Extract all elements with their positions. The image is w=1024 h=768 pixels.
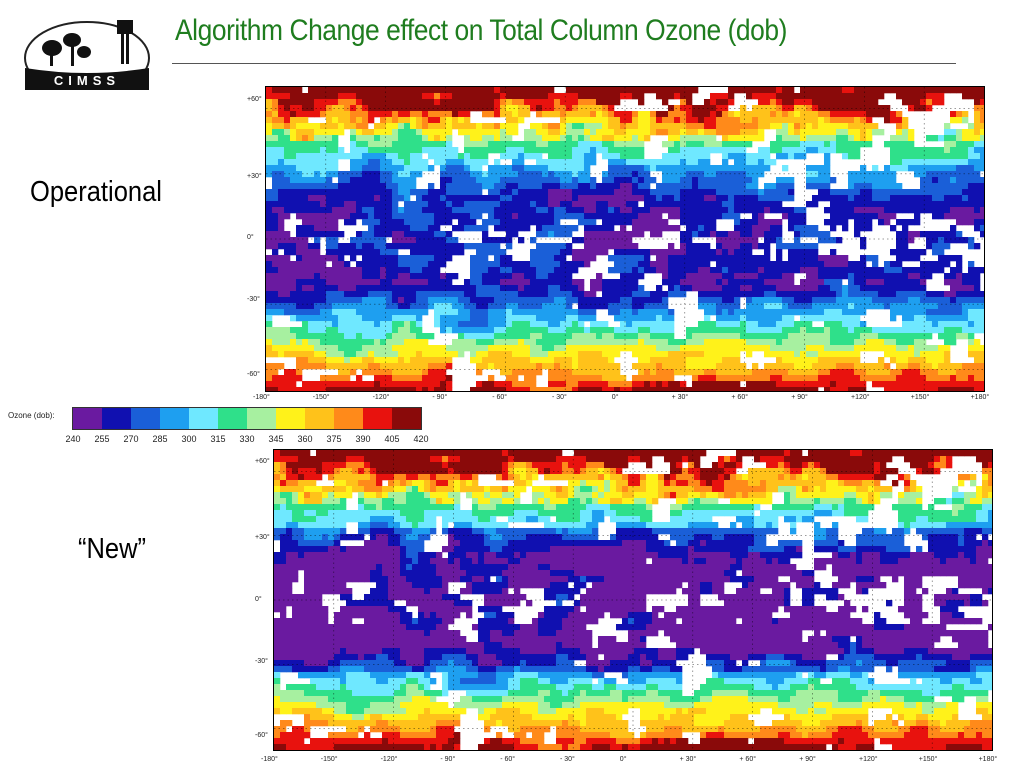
map-graticule <box>274 450 992 750</box>
ozone-map-canvas <box>266 87 984 391</box>
colorbar-tick-label: 315 <box>210 434 226 444</box>
ozone-field <box>274 450 992 750</box>
lon-tick-label: -180° <box>253 394 270 401</box>
panel-label-operational: Operational <box>30 176 162 208</box>
colorbar-tick-label: 285 <box>152 434 168 444</box>
page-title: Algorithm Change effect on Total Column … <box>175 14 788 47</box>
colorbar-swatch <box>363 408 392 429</box>
lon-tick-label: - 60° <box>492 394 508 401</box>
lon-tick-label: + 60° <box>731 394 749 401</box>
lon-tick-label: + 30° <box>671 394 689 401</box>
ozone-map-operational <box>265 86 985 392</box>
lon-tick-label: -150° <box>312 394 330 401</box>
lon-tick-label: 0° <box>619 756 627 763</box>
lon-tick-label: -120° <box>380 756 398 763</box>
lat-tick-label: +60° <box>255 458 270 465</box>
colorbar-tick-label: 240 <box>65 434 81 444</box>
colorbar-swatch <box>189 408 218 429</box>
colorbar-swatch <box>276 408 305 429</box>
ozone-field <box>266 87 984 391</box>
colorbar-swatch <box>131 408 160 429</box>
lon-tick-label: - 60° <box>500 756 516 763</box>
colorbar-swatch <box>247 408 276 429</box>
map-graticule <box>266 87 984 391</box>
lon-tick-label: - 30° <box>560 756 575 763</box>
colorbar-swatch <box>160 408 189 429</box>
colorbar-tick-label: 270 <box>123 434 139 444</box>
panel-label-new: “New” <box>78 533 147 565</box>
lon-tick-label: +150° <box>918 756 938 763</box>
lon-tick-label: + 90° <box>791 394 808 401</box>
colorbar-swatch <box>334 408 363 429</box>
lon-tick-label: +180° <box>978 756 998 763</box>
colorbar-tick-label: 330 <box>239 434 255 444</box>
colorbar-tick-label: 255 <box>94 434 110 444</box>
lat-tick-label: -30° <box>247 296 260 303</box>
lat-tick-label: -30° <box>255 658 268 665</box>
colorbar-tick-label: 390 <box>355 434 371 444</box>
ozone-colorbar <box>72 407 422 430</box>
colorbar-swatch <box>102 408 131 429</box>
colorbar-swatch <box>392 408 421 429</box>
lat-tick-label: +30° <box>247 173 262 180</box>
lon-tick-label: +180° <box>970 394 990 401</box>
colorbar-tick-label: 375 <box>326 434 342 444</box>
colorbar-swatch <box>305 408 334 429</box>
lon-tick-label: - 90° <box>432 394 448 401</box>
lon-tick-label: +120° <box>859 756 878 763</box>
logo-text: CIMSS <box>54 73 120 88</box>
ozone-map-canvas <box>274 450 992 750</box>
lon-tick-label: -150° <box>320 756 338 763</box>
lon-tick-label: + 90° <box>799 756 816 763</box>
lat-tick-label: -60° <box>255 732 268 739</box>
lon-tick-label: -120° <box>372 394 390 401</box>
lon-tick-label: - 30° <box>552 394 567 401</box>
colorbar-tick-label: 345 <box>268 434 284 444</box>
lat-tick-label: 0° <box>247 234 254 241</box>
colorbar-swatch <box>73 408 102 429</box>
lon-tick-label: 0° <box>611 394 619 401</box>
lat-tick-label: -60° <box>247 371 260 378</box>
colorbar-label: Ozone (dob): <box>8 411 55 420</box>
colorbar-tick-label: 360 <box>297 434 313 444</box>
colorbar-tick-label: 405 <box>384 434 400 444</box>
colorbar-tick-label: 420 <box>413 434 429 444</box>
lon-tick-label: + 30° <box>679 756 697 763</box>
cimss-logo: CIMSS <box>22 8 152 95</box>
cimss-logo-icon: CIMSS <box>24 20 150 95</box>
lon-tick-label: + 60° <box>739 756 757 763</box>
colorbar-tick-label: 300 <box>181 434 197 444</box>
lat-tick-label: 0° <box>255 596 262 603</box>
lat-tick-label: +60° <box>247 96 262 103</box>
colorbar-swatch <box>218 408 247 429</box>
title-divider <box>172 63 956 64</box>
lat-tick-label: +30° <box>255 534 270 541</box>
lon-tick-label: +120° <box>851 394 870 401</box>
lon-tick-label: -180° <box>261 756 278 763</box>
ozone-map-new <box>273 449 993 751</box>
lon-tick-label: - 90° <box>440 756 456 763</box>
lon-tick-label: +150° <box>910 394 930 401</box>
